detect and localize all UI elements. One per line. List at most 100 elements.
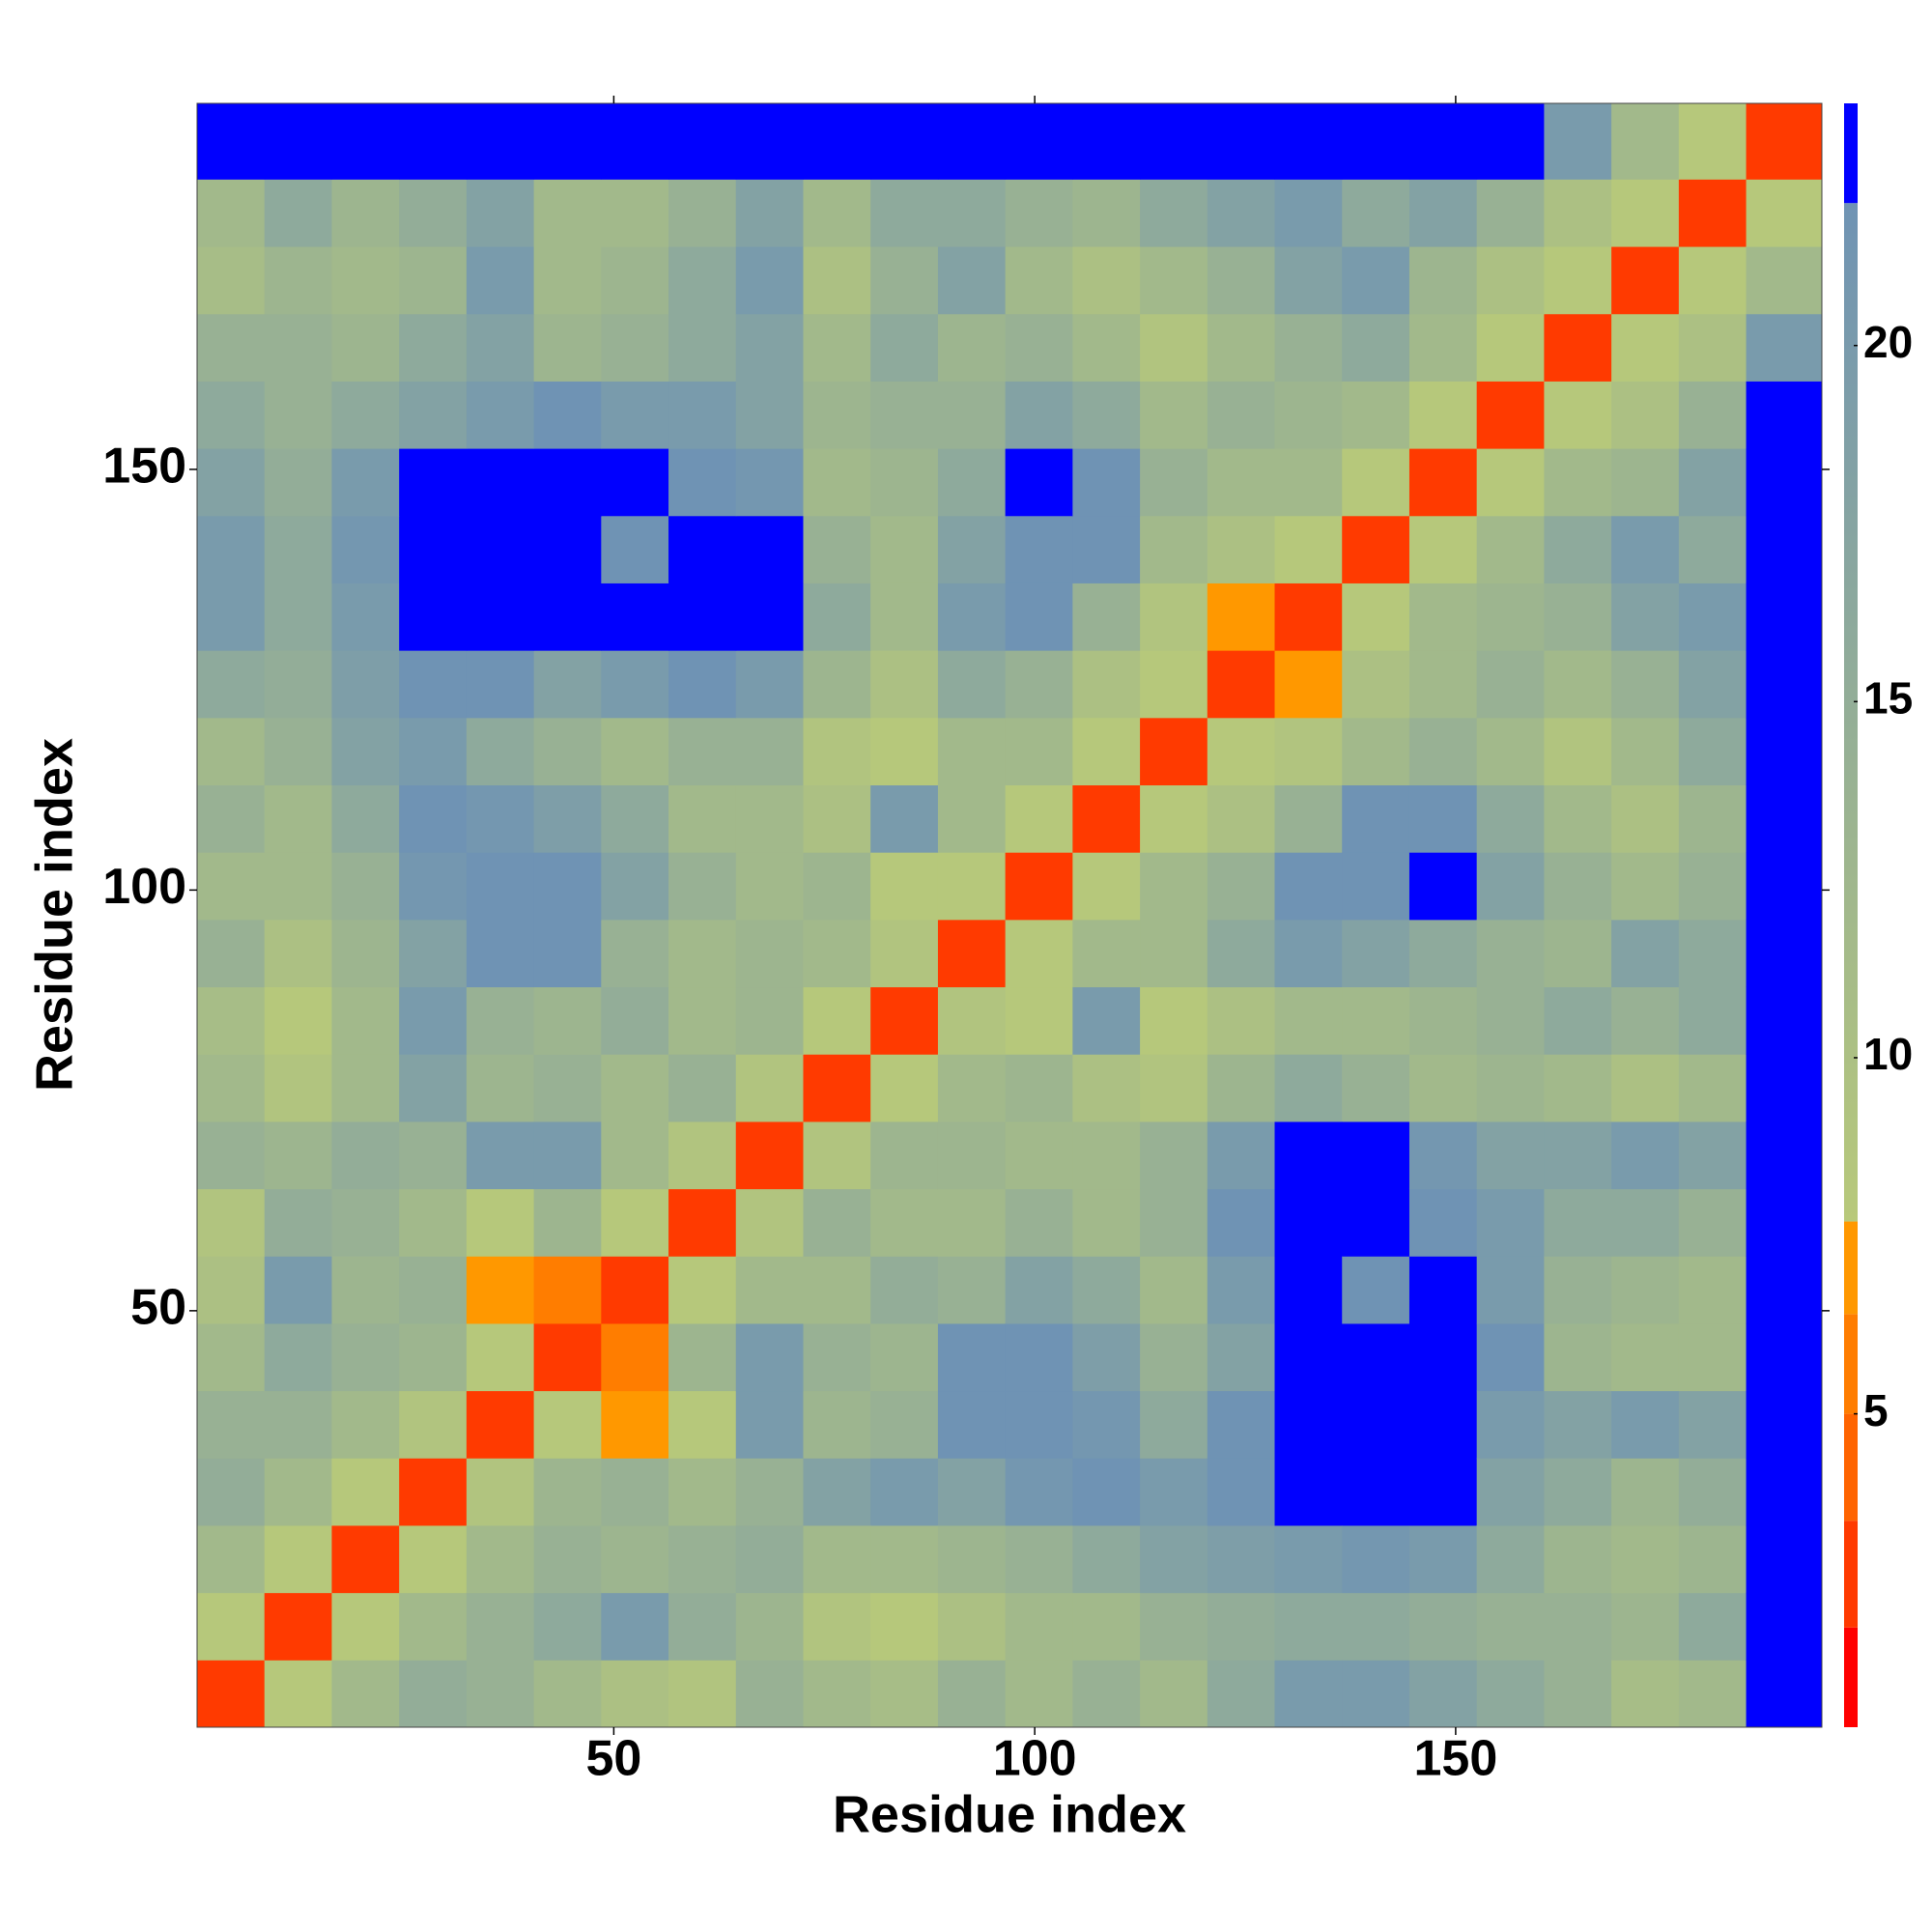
x-axis-title: Residue index	[833, 1785, 1186, 1843]
heatmap-cell	[1544, 784, 1612, 853]
heatmap-cell	[1544, 1256, 1612, 1324]
heatmap-cell	[1342, 1121, 1410, 1190]
heatmap-cell	[937, 1524, 1007, 1594]
heatmap-cell	[1072, 919, 1141, 988]
heatmap-cell	[1005, 103, 1073, 180]
heatmap-cell	[668, 582, 737, 651]
heatmap-cell	[1207, 986, 1276, 1055]
heatmap-cell	[1274, 1660, 1343, 1728]
heatmap-cell	[1005, 717, 1073, 785]
heatmap-cell	[870, 1188, 939, 1257]
heatmap-cell	[803, 313, 871, 382]
heatmap-cell	[1544, 1054, 1612, 1122]
heatmap-cell	[264, 313, 332, 382]
heatmap-cell	[1342, 448, 1410, 517]
heatmap-cell	[937, 515, 1007, 583]
heatmap-cell	[803, 246, 871, 315]
heatmap-cell	[601, 1592, 669, 1661]
heatmap-cell	[1274, 650, 1343, 719]
heatmap-cell	[1678, 582, 1747, 651]
heatmap-cell	[1408, 1592, 1478, 1661]
heatmap-cell	[264, 1390, 332, 1459]
heatmap-cell	[1207, 717, 1276, 785]
heatmap-cell	[803, 1660, 871, 1728]
heatmap-cell	[1274, 852, 1343, 921]
heatmap-cell	[601, 986, 669, 1055]
heatmap-cell	[533, 1660, 602, 1728]
heatmap-cell	[1140, 919, 1208, 988]
heatmap-cell	[1746, 650, 1823, 719]
heatmap-cell	[668, 381, 737, 449]
heatmap-cell	[803, 515, 871, 583]
heatmap-cell	[1611, 1121, 1680, 1190]
heatmap-cell	[1746, 784, 1823, 853]
heatmap-cell	[466, 103, 535, 180]
heatmap-cell	[1408, 1256, 1478, 1324]
heatmap-cell	[1005, 650, 1073, 719]
heatmap-cell	[1476, 1390, 1545, 1459]
heatmap-cell	[803, 919, 871, 988]
heatmap-cell	[331, 103, 400, 180]
heatmap-cell	[1611, 650, 1680, 719]
heatmap-cell	[1544, 1458, 1612, 1526]
heatmap-cell	[668, 1256, 737, 1324]
heatmap-cell	[1408, 1121, 1478, 1190]
heatmap-cell	[1408, 448, 1478, 517]
heatmap-cell	[1408, 582, 1478, 651]
heatmap-cell	[1072, 381, 1141, 449]
heatmap-cell	[197, 1054, 266, 1122]
heatmap-cell	[197, 448, 266, 517]
heatmap-cell	[1611, 381, 1680, 449]
heatmap-cell	[197, 313, 266, 382]
heatmap-cell	[533, 1458, 602, 1526]
heatmap-cell	[601, 448, 669, 517]
heatmap-cell	[331, 1121, 400, 1190]
heatmap-cell	[668, 650, 737, 719]
heatmap-cell	[1342, 784, 1410, 853]
heatmap-cell	[1611, 986, 1680, 1055]
heatmap-cell	[735, 515, 804, 583]
heatmap-cell	[937, 246, 1007, 315]
heatmap-cell	[668, 1660, 737, 1728]
heatmap-cell	[466, 1322, 535, 1392]
heatmap-cell	[870, 381, 939, 449]
heatmap-cell	[937, 650, 1007, 719]
heatmap	[197, 103, 1823, 1728]
heatmap-cell	[1342, 1188, 1410, 1257]
heatmap-cell	[466, 717, 535, 785]
heatmap-cell	[937, 103, 1007, 180]
heatmap-cell	[1072, 650, 1141, 719]
heatmap-cell	[1544, 582, 1612, 651]
heatmap-cell	[1005, 1054, 1073, 1122]
heatmap-cell	[1746, 717, 1823, 785]
heatmap-cell	[1207, 1592, 1276, 1661]
heatmap-cell	[1140, 582, 1208, 651]
heatmap-cell	[197, 1458, 266, 1526]
heatmap-cell	[466, 1660, 535, 1728]
heatmap-cell	[1342, 986, 1410, 1055]
heatmap-cell	[466, 784, 535, 853]
heatmap-cell	[1342, 582, 1410, 651]
heatmap-cell	[668, 1458, 737, 1526]
heatmap-cell	[533, 1322, 602, 1392]
heatmap-cell	[399, 1458, 468, 1526]
heatmap-cell	[1274, 1121, 1343, 1190]
heatmap-cell	[466, 515, 535, 583]
heatmap-cell	[1746, 919, 1823, 988]
heatmap-cell	[1678, 103, 1747, 180]
heatmap-cell	[735, 381, 804, 449]
heatmap-cell	[668, 246, 737, 315]
heatmap-cell	[399, 448, 468, 517]
heatmap-cell	[466, 1054, 535, 1122]
heatmap-cell	[399, 515, 468, 583]
heatmap-cell	[197, 1390, 266, 1459]
heatmap-cell	[803, 1054, 871, 1122]
heatmap-cell	[533, 1121, 602, 1190]
heatmap-cell	[1678, 313, 1747, 382]
heatmap-cell	[937, 784, 1007, 853]
heatmap-cell	[1678, 448, 1747, 517]
heatmap-cell	[803, 582, 871, 651]
heatmap-cell	[331, 1458, 400, 1526]
heatmap-cell	[1207, 1054, 1276, 1122]
colorbar-tick-label: 5	[1863, 1385, 1889, 1435]
